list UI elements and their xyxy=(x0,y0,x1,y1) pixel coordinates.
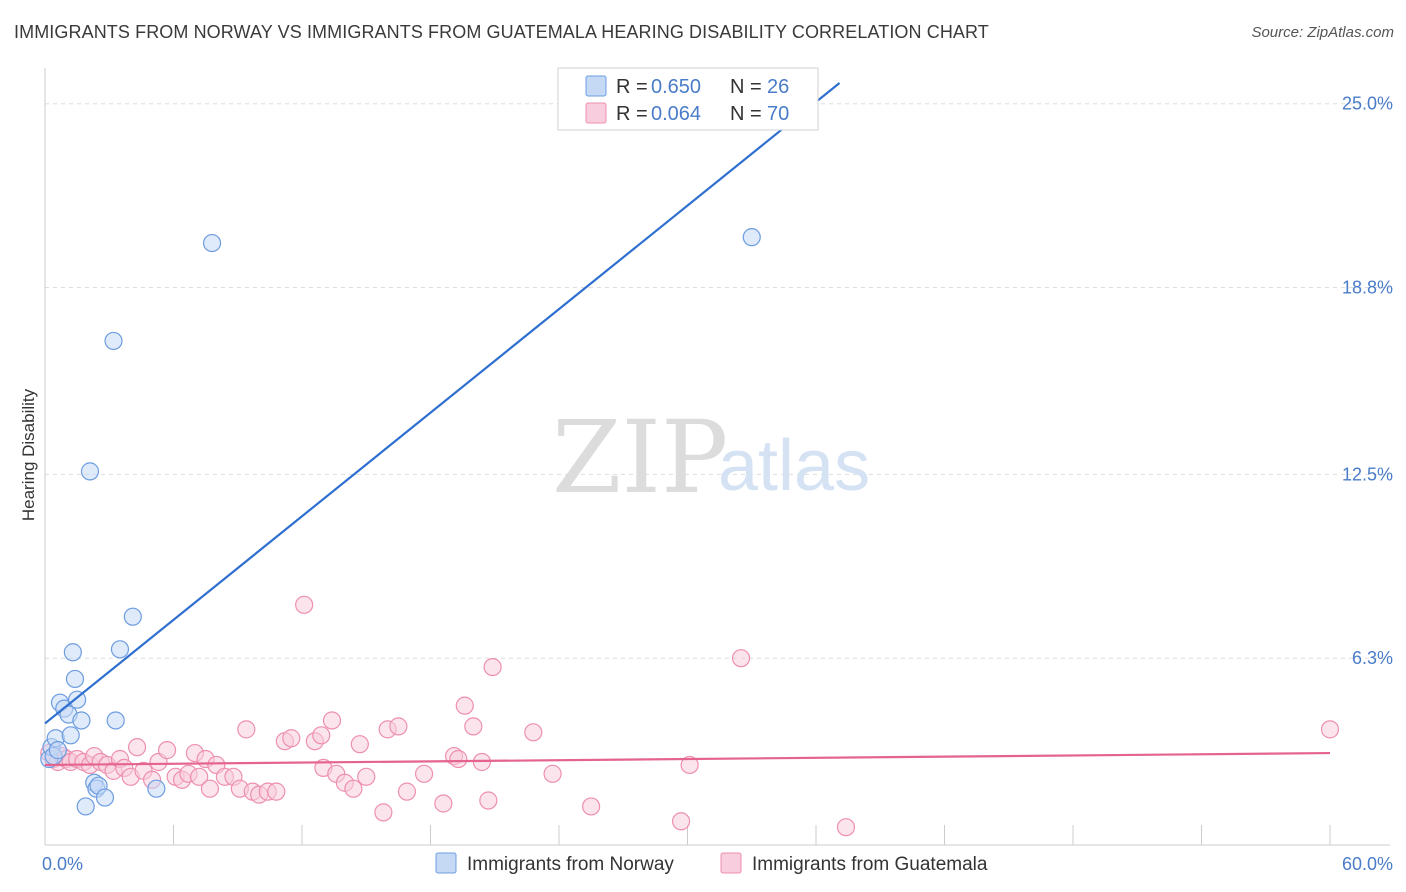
y-tick-label-0: 6.3% xyxy=(1352,648,1393,668)
guatemala-point-65 xyxy=(671,812,691,831)
guatemala-point-43 xyxy=(322,711,342,730)
watermark: ZIP atlas xyxy=(552,399,870,516)
norway-point-9 xyxy=(63,643,82,662)
legend-r-label-guatemala: R = xyxy=(616,103,648,125)
guatemala-point-54 xyxy=(434,794,453,813)
legend-r-value-norway: 0.650 xyxy=(651,76,701,98)
norway-point-25 xyxy=(742,228,761,247)
guatemala-point-48 xyxy=(357,767,376,786)
norway-point-14 xyxy=(80,462,100,481)
y-tick-label-1: 12.5% xyxy=(1342,464,1393,484)
guatemala-point-64 xyxy=(582,797,601,816)
norway-point-21 xyxy=(110,640,130,659)
x-tick-labels: 0.0% 60.0% xyxy=(42,854,1393,874)
norway-point-18 xyxy=(95,788,115,807)
norway-point-23 xyxy=(147,779,166,798)
guatemala-point-16 xyxy=(127,738,147,757)
guatemala-point-32 xyxy=(237,720,256,739)
norway-point-12 xyxy=(72,711,91,730)
norway-point-4 xyxy=(48,741,67,760)
watermark-atlas: atlas xyxy=(718,426,870,506)
y-tick-labels: 6.3% 12.5% 18.8% 25.0% xyxy=(1342,94,1393,668)
guatemala-point-67 xyxy=(731,649,751,668)
guatemala-point-38 xyxy=(282,729,301,748)
guatemala-point-46 xyxy=(344,779,363,798)
guatemala-point-57 xyxy=(455,696,474,715)
grid-lines xyxy=(45,103,1390,659)
guatemala-point-53 xyxy=(414,764,434,783)
guatemala-point-51 xyxy=(389,717,408,736)
legend-n-label-guatemala: N = xyxy=(730,103,762,125)
guatemala-point-36 xyxy=(267,782,286,801)
guatemala-point-60 xyxy=(479,791,498,810)
bottom-legend-swatch-guatemala xyxy=(720,852,742,874)
y-tick-label-3: 25.0% xyxy=(1342,94,1393,114)
bottom-legend-norway: Immigrants from Norway xyxy=(467,854,674,875)
guatemala-point-52 xyxy=(397,782,417,801)
norway-point-13 xyxy=(76,797,95,816)
norway-trend-line xyxy=(44,82,841,725)
norway-point-24 xyxy=(202,233,222,253)
guatemala-point-47 xyxy=(350,735,369,754)
legend-r-value-guatemala: 0.064 xyxy=(651,103,701,125)
legend-swatch-guatemala xyxy=(585,102,607,124)
x-tick-label-1: 60.0% xyxy=(1342,854,1393,874)
trend-lines xyxy=(44,82,1331,767)
watermark-zip: ZIP xyxy=(552,399,728,516)
legend-swatch-norway xyxy=(585,75,607,97)
guatemala-point-25 xyxy=(190,767,209,786)
guatemala-point-66 xyxy=(680,755,699,775)
norway-points xyxy=(40,228,761,816)
y-axis-label: Hearing Disability xyxy=(19,388,38,521)
guatemala-points xyxy=(40,595,1340,837)
guatemala-point-62 xyxy=(524,723,543,742)
guatemala-point-68 xyxy=(836,818,856,837)
norway-point-8 xyxy=(61,726,80,745)
norway-point-22 xyxy=(123,607,142,626)
guatemala-point-41 xyxy=(312,726,331,745)
correlation-legend: R = 0.650 N = 26 R = 0.064 N = 70 xyxy=(557,67,819,131)
guatemala-point-56 xyxy=(449,749,468,769)
source-label: Source: ZipAtlas.com xyxy=(1251,24,1394,41)
legend-n-value-norway: 26 xyxy=(767,76,789,98)
guatemala-point-49 xyxy=(374,803,393,822)
guatemala-point-58 xyxy=(464,717,483,736)
guatemala-point-39 xyxy=(295,595,314,614)
guatemala-point-69 xyxy=(1320,720,1340,739)
guatemala-point-20 xyxy=(157,741,177,760)
guatemala-point-63 xyxy=(543,764,562,783)
guatemala-trend-line xyxy=(44,751,1331,767)
bottom-legend-swatch-norway xyxy=(435,852,457,874)
guatemala-point-27 xyxy=(200,779,220,798)
norway-point-10 xyxy=(65,669,85,689)
guatemala-point-61 xyxy=(483,657,502,677)
norway-point-20 xyxy=(106,711,125,730)
norway-point-19 xyxy=(104,331,123,351)
legend-n-value-guatemala: 70 xyxy=(767,103,789,125)
axes xyxy=(44,68,1390,846)
series-legend: Immigrants from Norway Immigrants from G… xyxy=(435,852,988,875)
chart-title: IMMIGRANTS FROM NORWAY VS IMMIGRANTS FRO… xyxy=(14,22,989,42)
legend-n-label-norway: N = xyxy=(730,76,762,98)
bottom-legend-guatemala: Immigrants from Guatemala xyxy=(752,854,988,875)
y-tick-label-2: 18.8% xyxy=(1342,278,1393,298)
x-tick-label-0: 0.0% xyxy=(42,854,83,874)
legend-r-label-norway: R = xyxy=(616,76,648,98)
